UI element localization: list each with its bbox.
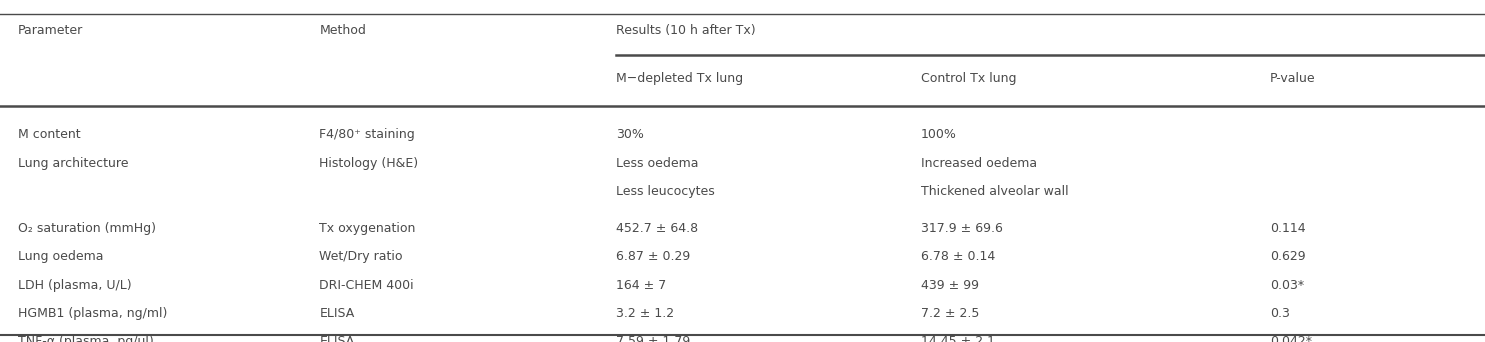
Text: 3.2 ± 1.2: 3.2 ± 1.2 (616, 307, 674, 320)
Text: 100%: 100% (921, 128, 956, 141)
Text: M content: M content (18, 128, 80, 141)
Text: Lung architecture: Lung architecture (18, 157, 128, 170)
Text: O₂ saturation (mmHg): O₂ saturation (mmHg) (18, 222, 156, 235)
Text: ELISA: ELISA (319, 336, 355, 342)
Text: LDH (plasma, U/L): LDH (plasma, U/L) (18, 279, 132, 292)
Text: DRI-CHEM 400i: DRI-CHEM 400i (319, 279, 414, 292)
Text: ELISA: ELISA (319, 307, 355, 320)
Text: 0.629: 0.629 (1270, 250, 1305, 263)
Text: 6.78 ± 0.14: 6.78 ± 0.14 (921, 250, 995, 263)
Text: Control Tx lung: Control Tx lung (921, 72, 1016, 85)
Text: Increased oedema: Increased oedema (921, 157, 1037, 170)
Text: 0.03*: 0.03* (1270, 279, 1304, 292)
Text: Method: Method (319, 24, 367, 37)
Text: Thickened alveolar wall: Thickened alveolar wall (921, 185, 1068, 198)
Text: M−depleted Tx lung: M−depleted Tx lung (616, 72, 744, 85)
Text: Lung oedema: Lung oedema (18, 250, 104, 263)
Text: Less oedema: Less oedema (616, 157, 699, 170)
Text: Less leucocytes: Less leucocytes (616, 185, 714, 198)
Text: Parameter: Parameter (18, 24, 83, 37)
Text: 0.114: 0.114 (1270, 222, 1305, 235)
Text: 7.59 ± 1.79: 7.59 ± 1.79 (616, 336, 691, 342)
Text: Histology (H&E): Histology (H&E) (319, 157, 419, 170)
Text: F4/80⁺ staining: F4/80⁺ staining (319, 128, 414, 141)
Text: 0.042*: 0.042* (1270, 336, 1311, 342)
Text: Results (10 h after Tx): Results (10 h after Tx) (616, 24, 756, 37)
Text: 0.3: 0.3 (1270, 307, 1289, 320)
Text: Wet/Dry ratio: Wet/Dry ratio (319, 250, 402, 263)
Text: 164 ± 7: 164 ± 7 (616, 279, 667, 292)
Text: HGMB1 (plasma, ng/ml): HGMB1 (plasma, ng/ml) (18, 307, 168, 320)
Text: 30%: 30% (616, 128, 644, 141)
Text: 452.7 ± 64.8: 452.7 ± 64.8 (616, 222, 698, 235)
Text: 439 ± 99: 439 ± 99 (921, 279, 979, 292)
Text: 7.2 ± 2.5: 7.2 ± 2.5 (921, 307, 979, 320)
Text: 317.9 ± 69.6: 317.9 ± 69.6 (921, 222, 1002, 235)
Text: 14.45 ± 2.1: 14.45 ± 2.1 (921, 336, 995, 342)
Text: P-value: P-value (1270, 72, 1316, 85)
Text: 6.87 ± 0.29: 6.87 ± 0.29 (616, 250, 691, 263)
Text: TNF-α (plasma, pg/µl): TNF-α (plasma, pg/µl) (18, 336, 153, 342)
Text: Tx oxygenation: Tx oxygenation (319, 222, 416, 235)
